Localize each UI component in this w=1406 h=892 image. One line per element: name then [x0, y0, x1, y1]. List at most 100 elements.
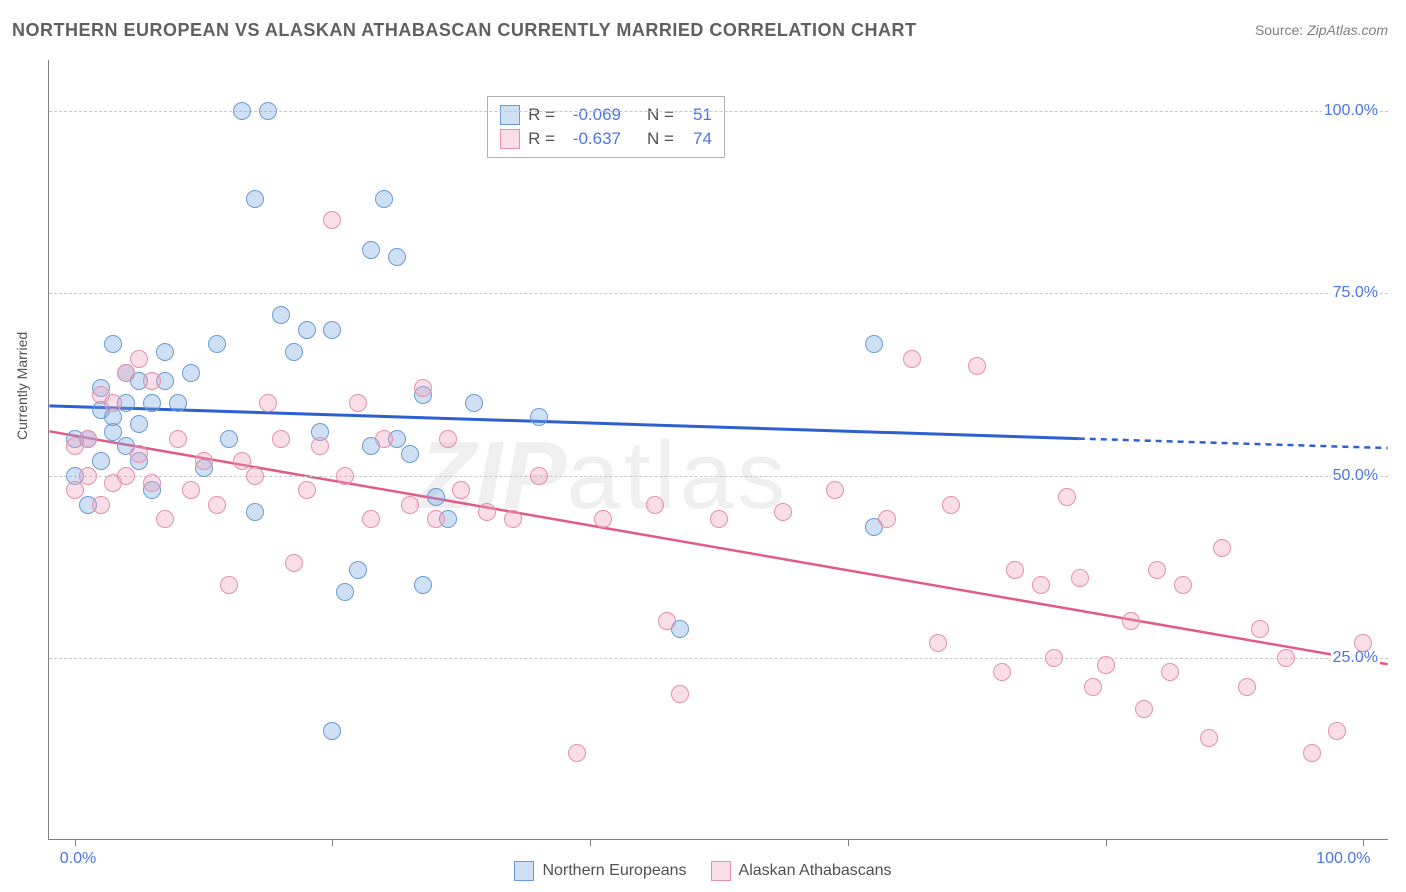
- data-point-aa: [1058, 488, 1076, 506]
- data-point-ne: [375, 190, 393, 208]
- legend-swatch-aa: [711, 861, 731, 881]
- n-label: N =: [647, 103, 674, 127]
- data-point-ne: [388, 248, 406, 266]
- data-point-aa: [658, 612, 676, 630]
- data-point-ne: [246, 503, 264, 521]
- data-point-aa: [968, 357, 986, 375]
- data-point-aa: [993, 663, 1011, 681]
- x-tick: [848, 839, 849, 846]
- source-label: Source:: [1255, 22, 1307, 38]
- trend-line-ext-ne: [1079, 439, 1388, 448]
- data-point-ne: [323, 722, 341, 740]
- data-point-aa: [568, 744, 586, 762]
- data-point-ne: [427, 488, 445, 506]
- data-point-aa: [903, 350, 921, 368]
- data-point-aa: [246, 467, 264, 485]
- legend-label-aa: Alaskan Athabascans: [739, 862, 892, 880]
- data-point-ne: [530, 408, 548, 426]
- data-point-ne: [298, 321, 316, 339]
- data-point-ne: [414, 576, 432, 594]
- data-point-aa: [1277, 649, 1295, 667]
- data-point-aa: [220, 576, 238, 594]
- data-point-aa: [414, 379, 432, 397]
- x-tick: [332, 839, 333, 846]
- data-point-aa: [1006, 561, 1024, 579]
- data-point-ne: [362, 241, 380, 259]
- legend-swatch-ne: [514, 861, 534, 881]
- data-point-aa: [1238, 678, 1256, 696]
- data-point-aa: [182, 481, 200, 499]
- legend-item-aa: Alaskan Athabascans: [711, 861, 892, 881]
- y-tick-label: 100.0%: [1322, 102, 1380, 120]
- data-point-aa: [143, 372, 161, 390]
- data-point-aa: [478, 503, 496, 521]
- data-point-ne: [246, 190, 264, 208]
- r-label: R =: [528, 103, 555, 127]
- source-attribution: Source: ZipAtlas.com: [1255, 22, 1388, 38]
- data-point-ne: [865, 335, 883, 353]
- data-point-aa: [1174, 576, 1192, 594]
- data-point-aa: [336, 467, 354, 485]
- n-label: N =: [647, 127, 674, 151]
- data-point-aa: [362, 510, 380, 528]
- data-point-aa: [104, 394, 122, 412]
- data-point-aa: [375, 430, 393, 448]
- data-point-aa: [1251, 620, 1269, 638]
- data-point-aa: [130, 350, 148, 368]
- data-point-aa: [1303, 744, 1321, 762]
- data-point-aa: [439, 430, 457, 448]
- data-point-aa: [92, 496, 110, 514]
- scatter-plot-area: ZIPatlas R =-0.069N =51R =-0.637N =74 25…: [48, 60, 1388, 840]
- legend-label-ne: Northern Europeans: [542, 862, 686, 880]
- source-value: ZipAtlas.com: [1307, 22, 1388, 38]
- y-axis-label: Currently Married: [14, 332, 30, 440]
- data-point-aa: [530, 467, 548, 485]
- data-point-aa: [1045, 649, 1063, 667]
- data-point-aa: [878, 510, 896, 528]
- x-tick: [590, 839, 591, 846]
- data-point-aa: [1161, 663, 1179, 681]
- n-value-ne: 51: [682, 103, 712, 127]
- data-point-ne: [465, 394, 483, 412]
- y-tick-label: 25.0%: [1331, 649, 1380, 667]
- data-point-aa: [710, 510, 728, 528]
- data-point-ne: [401, 445, 419, 463]
- y-tick-label: 75.0%: [1331, 284, 1380, 302]
- data-point-aa: [1135, 700, 1153, 718]
- data-point-aa: [942, 496, 960, 514]
- data-point-aa: [671, 685, 689, 703]
- data-point-aa: [1328, 722, 1346, 740]
- data-point-aa: [826, 481, 844, 499]
- data-point-aa: [311, 437, 329, 455]
- data-point-aa: [130, 445, 148, 463]
- data-point-aa: [427, 510, 445, 528]
- data-point-aa: [349, 394, 367, 412]
- data-point-aa: [117, 364, 135, 382]
- correlation-stats-box: R =-0.069N =51R =-0.637N =74: [487, 96, 725, 158]
- data-point-aa: [169, 430, 187, 448]
- r-value-aa: -0.637: [563, 127, 621, 151]
- data-point-aa: [208, 496, 226, 514]
- data-point-ne: [220, 430, 238, 448]
- data-point-aa: [233, 452, 251, 470]
- r-label: R =: [528, 127, 555, 151]
- data-point-ne: [92, 452, 110, 470]
- data-point-ne: [182, 364, 200, 382]
- data-point-aa: [1354, 634, 1372, 652]
- data-point-ne: [336, 583, 354, 601]
- x-tick: [1363, 839, 1364, 846]
- data-point-ne: [233, 102, 251, 120]
- data-point-aa: [117, 467, 135, 485]
- data-point-ne: [169, 394, 187, 412]
- stats-row-ne: R =-0.069N =51: [500, 103, 712, 127]
- data-point-ne: [323, 321, 341, 339]
- data-point-aa: [79, 467, 97, 485]
- x-tick: [1106, 839, 1107, 846]
- data-point-aa: [285, 554, 303, 572]
- data-point-ne: [130, 415, 148, 433]
- legend-item-ne: Northern Europeans: [514, 861, 686, 881]
- data-point-aa: [1148, 561, 1166, 579]
- gridline: [49, 658, 1388, 659]
- data-point-ne: [259, 102, 277, 120]
- legend-bottom: Northern Europeans Alaskan Athabascans: [0, 861, 1406, 886]
